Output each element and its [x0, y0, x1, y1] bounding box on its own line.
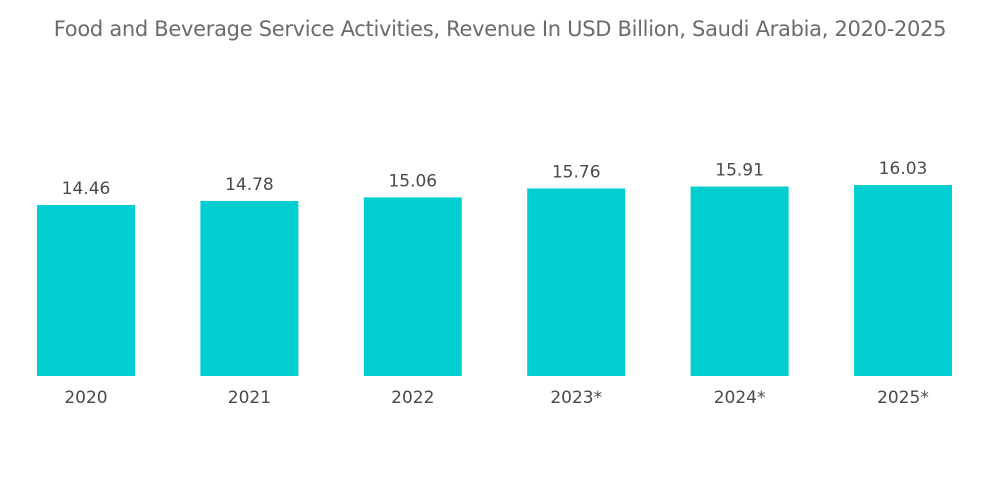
value-label: 14.78 [225, 175, 274, 195]
bar-2023 [527, 188, 626, 376]
category-label: 2025* [877, 388, 929, 408]
bar-2021 [200, 200, 299, 376]
chart-title: Food and Beverage Service Activities, Re… [53, 17, 947, 41]
value-label: 15.76 [552, 162, 601, 182]
category-label: 2024* [714, 388, 766, 408]
value-label: 16.03 [879, 159, 928, 179]
value-label: 14.46 [62, 179, 111, 199]
value-label: 15.06 [388, 171, 437, 191]
bar-2024 [690, 186, 789, 376]
bar-2025 [854, 185, 952, 376]
category-label: 2020 [64, 388, 107, 408]
bar-2020 [37, 205, 135, 376]
value-label: 15.91 [715, 161, 764, 181]
category-label: 2022 [391, 388, 434, 408]
category-label: 2021 [228, 388, 271, 408]
bar-2022 [363, 197, 462, 376]
category-label: 2023* [550, 388, 602, 408]
